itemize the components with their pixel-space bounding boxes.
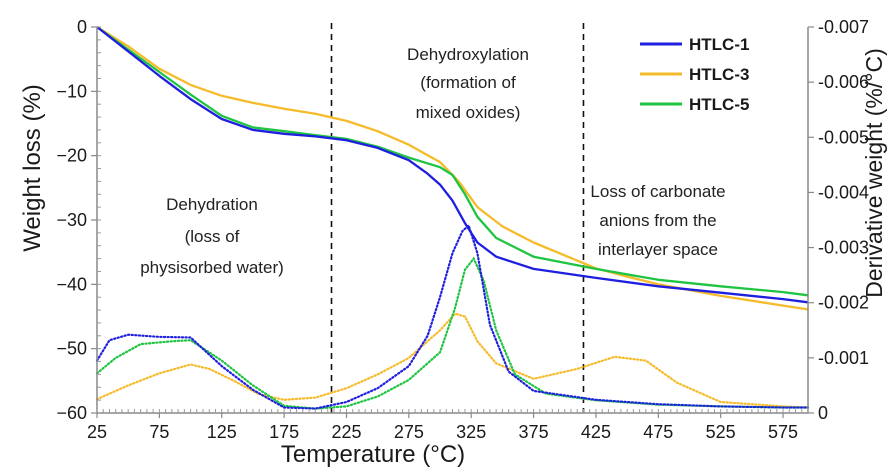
region-annotation-dehydroxylation: Dehydroxylation (formation of mixed oxid… [407,45,529,122]
annotation-line: Dehydration [166,195,258,214]
annotation-line: physisorbed water) [140,258,284,277]
x-tick-label: 575 [768,422,798,442]
legend-label-htlc-5: HTLC-5 [689,95,749,114]
derivative-line-htlc-3 [95,312,810,409]
legend-label-htlc-1: HTLC-1 [689,35,749,54]
y2-axis-ticks: -0.007 -0.006 -0.005 -0.004 -0.003 -0.002 -0.0… [808,17,869,423]
y-tick-label: −30 [56,210,87,230]
x-axis-ticks: 25 75 125 175 225 275 325 375 425 475 525 575 [87,413,798,442]
axes [96,26,809,414]
y2-tick-label: -0.006 [818,72,869,92]
x-tick-label: 225 [331,422,361,442]
y-tick-label: −60 [56,403,87,423]
legend-label-htlc-3: HTLC-3 [689,65,749,84]
x-tick-label: 325 [456,422,486,442]
y2-tick-label: -0.007 [818,17,869,37]
derivative-line-htlc-1 [95,223,810,410]
y2-tick-label: -0.003 [818,238,869,258]
y-tick-label: −10 [56,81,87,101]
annotation-line: Dehydroxylation [407,45,529,64]
y-tick-label: −20 [56,146,87,166]
legend: HTLC-1 HTLC-3 HTLC-5 [640,35,749,114]
x-tick-label: 475 [643,422,673,442]
weight-loss-curves [96,26,809,311]
x-tick-label: 425 [581,422,611,442]
annotation-line: (loss of [185,227,240,246]
y2-tick-label: -0.004 [818,182,869,202]
annotation-line: anions from the [599,211,716,230]
y2-axis-title: Derivative weight (%/°C) [861,48,887,298]
y-tick-label: −50 [56,339,87,359]
derivative-line-htlc-5 [95,256,810,410]
x-tick-label: 175 [269,422,299,442]
y-tick-label: 0 [77,17,87,37]
region-annotation-dehydration: Dehydration (loss of physisorbed water) [140,195,284,277]
y2-tick-label: -0.002 [818,293,869,313]
y-axis-title: Weight loss (%) [19,84,46,252]
x-axis-title: Temperature (°C) [281,441,465,468]
weight-loss-line-htlc-3 [96,26,809,311]
x-tick-label: 525 [706,422,736,442]
x-tick-label: 75 [149,422,169,442]
x-tick-label: 25 [87,422,107,442]
weight-loss-line-htlc-5 [96,26,809,297]
y2-tick-label: -0.005 [818,127,869,147]
y-axis-ticks: 0 −10 −20 −30 −40 −50 −60 [56,17,97,423]
region-annotation-carbonate: Loss of carbonate anions from the interl… [590,182,725,259]
derivative-curves [95,223,810,410]
annotation-line: (formation of [420,73,516,92]
annotation-line: Loss of carbonate [590,182,725,201]
x-tick-label: 375 [519,422,549,442]
y-tick-label: −40 [56,274,87,294]
region-dividers [330,23,585,413]
y2-tick-label: 0 [818,403,828,423]
y2-tick-label: -0.001 [818,348,869,368]
x-tick-label: 275 [394,422,424,442]
annotation-line: interlayer space [598,240,718,259]
x-tick-label: 125 [207,422,237,442]
annotation-line: mixed oxides) [416,103,521,122]
weight-loss-line-htlc-1 [96,26,809,304]
